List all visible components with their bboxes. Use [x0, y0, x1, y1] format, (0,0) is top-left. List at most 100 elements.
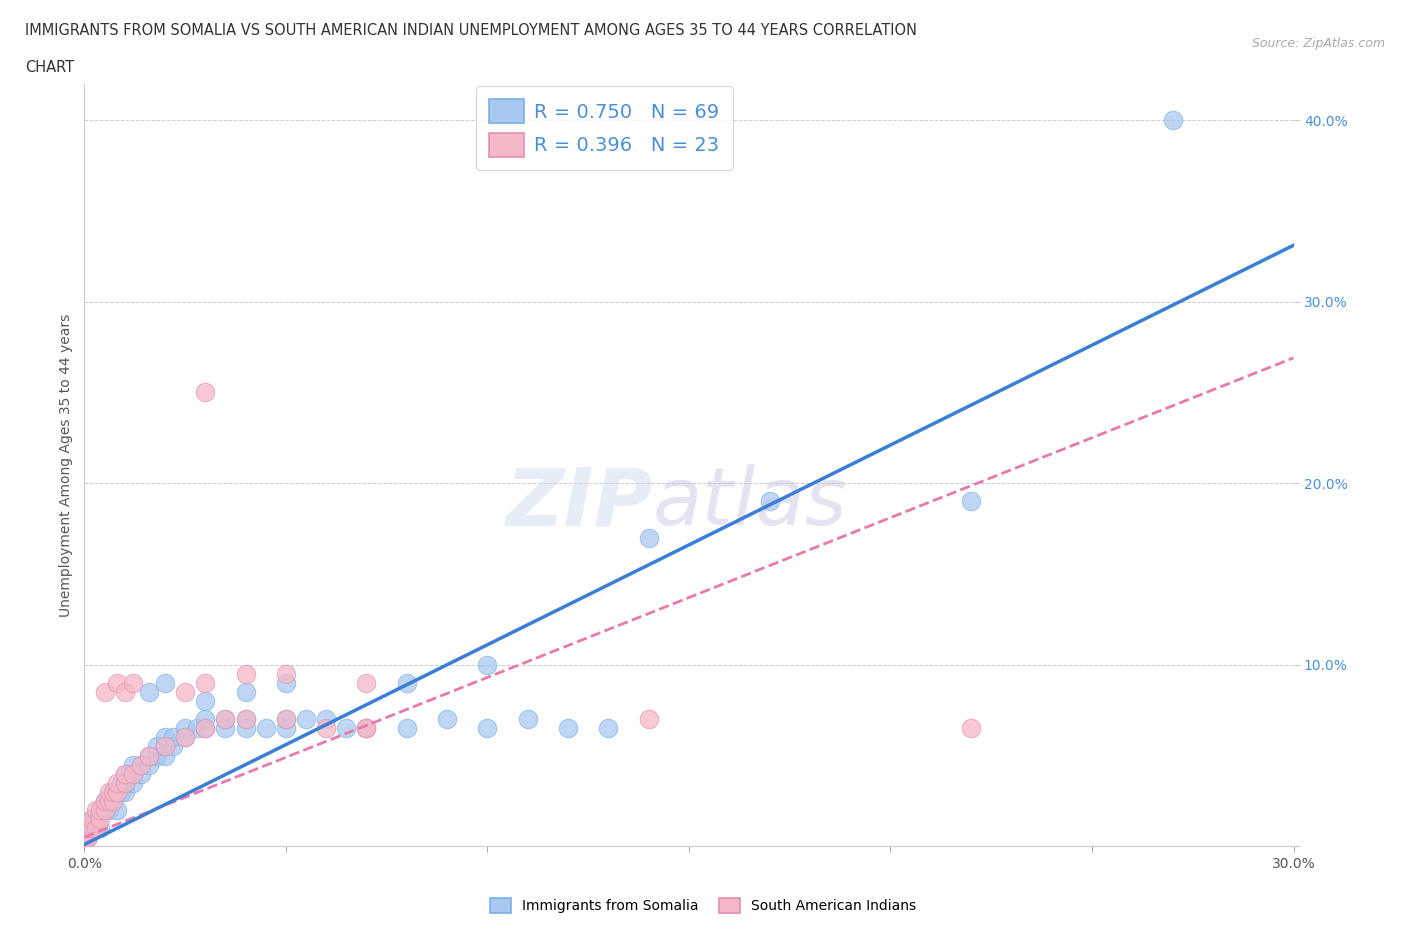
Point: [254, 721, 277, 736]
Point: [86, 803, 108, 817]
Point: [153, 739, 176, 754]
Point: [105, 675, 128, 690]
Point: [114, 684, 136, 699]
Point: [105, 776, 128, 790]
Point: [162, 730, 184, 745]
Point: [121, 675, 143, 690]
Point: [93, 803, 115, 817]
Point: [758, 494, 780, 509]
Point: [101, 784, 124, 799]
Point: [477, 721, 499, 736]
Point: [97, 803, 120, 817]
Point: [138, 748, 160, 763]
Text: IMMIGRANTS FROM SOMALIA VS SOUTH AMERICAN INDIAN UNEMPLOYMENT AMONG AGES 35 TO 4: IMMIGRANTS FROM SOMALIA VS SOUTH AMERICA…: [25, 23, 917, 38]
Point: [960, 721, 983, 736]
Point: [557, 721, 579, 736]
Point: [598, 721, 620, 736]
Point: [101, 793, 124, 808]
Point: [153, 748, 176, 763]
Point: [89, 803, 111, 817]
Point: [274, 711, 297, 726]
Point: [395, 721, 418, 736]
Text: ZIP: ZIP: [505, 464, 652, 542]
Point: [395, 675, 418, 690]
Point: [162, 739, 184, 754]
Text: Source: ZipAtlas.com: Source: ZipAtlas.com: [1251, 37, 1385, 50]
Point: [194, 694, 217, 709]
Point: [93, 793, 115, 808]
Point: [86, 812, 108, 827]
Point: [194, 721, 217, 736]
Point: [274, 711, 297, 726]
Point: [77, 830, 100, 844]
Point: [121, 776, 143, 790]
Point: [89, 812, 111, 827]
Point: [114, 776, 136, 790]
Point: [89, 820, 111, 835]
Point: [174, 721, 197, 736]
Point: [97, 793, 120, 808]
Point: [93, 793, 115, 808]
Point: [77, 830, 100, 844]
Point: [77, 820, 100, 835]
Point: [235, 711, 257, 726]
Point: [235, 667, 257, 682]
Point: [174, 730, 197, 745]
Point: [73, 839, 96, 854]
Point: [129, 766, 152, 781]
Point: [194, 675, 217, 690]
Point: [138, 757, 160, 772]
Point: [194, 721, 217, 736]
Point: [356, 721, 378, 736]
Point: [82, 812, 104, 827]
Point: [89, 803, 111, 817]
Point: [138, 684, 160, 699]
Point: [153, 739, 176, 754]
Point: [637, 711, 659, 726]
Point: [82, 820, 104, 835]
Point: [194, 711, 217, 726]
Point: [356, 675, 378, 690]
Point: [97, 784, 120, 799]
Point: [477, 658, 499, 672]
Point: [86, 820, 108, 835]
Point: [114, 766, 136, 781]
Point: [335, 721, 357, 736]
Point: [82, 820, 104, 835]
Point: [637, 530, 659, 545]
Point: [73, 839, 96, 854]
Point: [105, 784, 128, 799]
Point: [186, 721, 208, 736]
Point: [174, 684, 197, 699]
Point: [97, 793, 120, 808]
Point: [235, 721, 257, 736]
Point: [295, 711, 318, 726]
Point: [214, 711, 236, 726]
Point: [121, 766, 143, 781]
Point: [121, 766, 143, 781]
Text: atlas: atlas: [652, 464, 848, 542]
Point: [194, 385, 217, 400]
Point: [356, 721, 378, 736]
Point: [114, 776, 136, 790]
Point: [1161, 113, 1184, 127]
Point: [114, 766, 136, 781]
Legend: Immigrants from Somalia, South American Indians: Immigrants from Somalia, South American …: [484, 892, 922, 919]
Point: [73, 830, 96, 844]
Point: [138, 748, 160, 763]
Point: [235, 684, 257, 699]
Point: [516, 711, 538, 726]
Point: [315, 721, 337, 736]
Point: [129, 757, 152, 772]
Point: [153, 730, 176, 745]
Point: [274, 667, 297, 682]
Point: [77, 820, 100, 835]
Point: [214, 721, 236, 736]
Point: [86, 820, 108, 835]
Point: [110, 776, 132, 790]
Point: [214, 711, 236, 726]
Point: [101, 784, 124, 799]
Point: [93, 684, 115, 699]
Point: [274, 721, 297, 736]
Point: [129, 757, 152, 772]
